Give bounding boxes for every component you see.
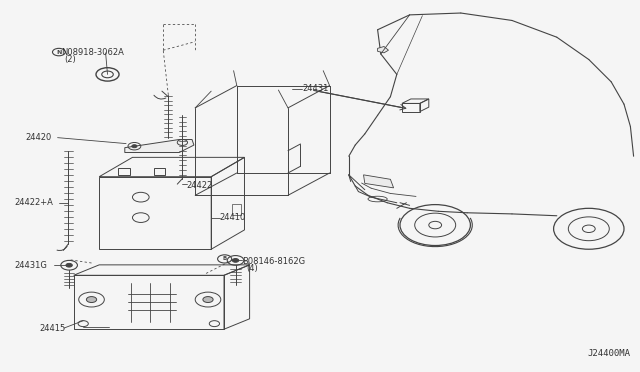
Polygon shape <box>364 175 394 188</box>
Circle shape <box>203 296 213 302</box>
Text: J24400MA: J24400MA <box>588 349 630 358</box>
Circle shape <box>232 259 239 262</box>
Text: N: N <box>56 49 61 55</box>
Circle shape <box>66 263 72 267</box>
Text: 24410: 24410 <box>220 213 246 222</box>
Text: N08918-3062A: N08918-3062A <box>61 48 124 57</box>
Text: 24422: 24422 <box>187 182 213 190</box>
Text: 24431: 24431 <box>302 84 328 93</box>
Circle shape <box>86 296 97 302</box>
Text: B: B <box>223 256 227 262</box>
Polygon shape <box>378 46 388 53</box>
Text: B08146-8162G: B08146-8162G <box>242 257 305 266</box>
Text: 24420: 24420 <box>26 133 52 142</box>
Circle shape <box>132 145 137 148</box>
Text: 24431G: 24431G <box>14 261 47 270</box>
Text: 24422+A: 24422+A <box>14 198 53 207</box>
Polygon shape <box>125 140 194 153</box>
Text: 24415: 24415 <box>40 324 66 333</box>
Text: (2): (2) <box>65 55 76 64</box>
Text: (4): (4) <box>246 264 258 273</box>
